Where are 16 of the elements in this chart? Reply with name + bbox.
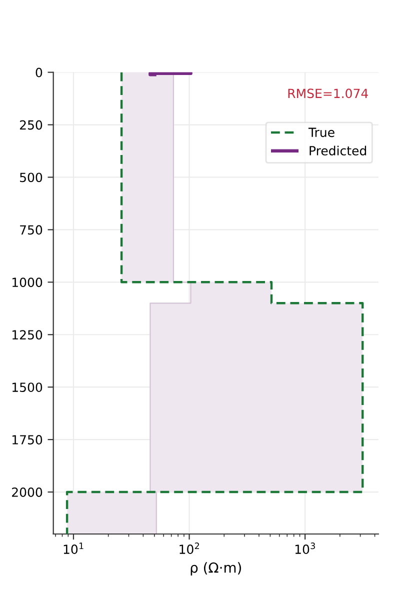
x-tick-label: 10$^{1}$	[64, 542, 84, 554]
y-tick-label: 0	[36, 68, 42, 78]
legend-label: Predicted	[310, 146, 366, 156]
x-tick-label: 10$^{2}$	[180, 542, 199, 554]
y-tick-label: 2000	[12, 488, 42, 497]
x-tick-label: 10$^{3}$	[295, 542, 315, 554]
y-tick-label: 1000	[12, 278, 42, 288]
y-tick-label: 1250	[12, 330, 42, 340]
y-tick-label: 500	[20, 172, 42, 182]
y-tick-label: 1500	[12, 382, 42, 392]
legend-label: True	[308, 128, 334, 138]
annotation: RMSE=1.074	[288, 88, 368, 98]
y-tick-label: 1750	[12, 435, 42, 444]
x-axis-title: ρ (Ω·m)	[190, 562, 241, 576]
y-tick-label: 250	[20, 120, 42, 130]
y-tick-label: 750	[20, 225, 42, 235]
